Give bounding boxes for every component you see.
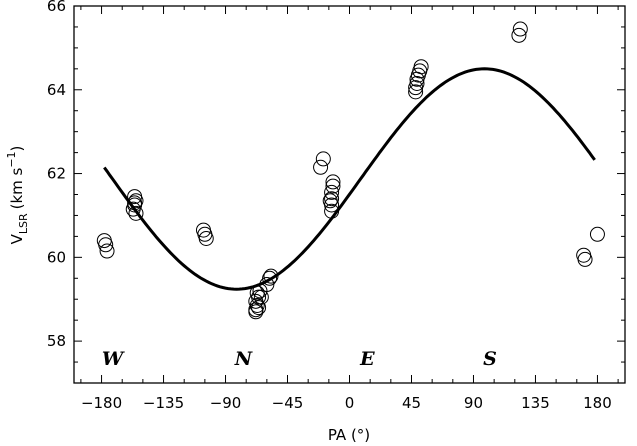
data-point <box>249 285 265 301</box>
x-tick-label: 90 <box>464 394 483 412</box>
y-tick-label: 62 <box>47 165 66 183</box>
data-point <box>412 63 428 79</box>
data-point <box>259 277 275 293</box>
y-axis-title: VLSR (km s−1) <box>5 146 30 245</box>
axis-ticks <box>74 5 625 384</box>
x-tick-label: 180 <box>583 394 612 412</box>
data-point <box>324 184 340 200</box>
y-axis-title-units: (km s <box>8 167 26 209</box>
data-point <box>511 27 527 43</box>
data-point <box>409 75 425 91</box>
data-point <box>322 193 338 209</box>
y-axis-title-exponent: −1 <box>5 151 18 167</box>
y-tick-label: 58 <box>47 332 66 350</box>
y-tick-label: 66 <box>47 0 66 15</box>
data-point <box>413 59 429 75</box>
data-point <box>96 233 112 249</box>
y-axis-title-subscript: LSR <box>17 213 30 234</box>
data-point <box>324 191 340 207</box>
x-tick-label: −180 <box>81 394 122 412</box>
data-point <box>589 226 605 242</box>
data-point <box>127 195 143 211</box>
data-point <box>324 197 340 213</box>
data-point <box>198 230 214 246</box>
data-point <box>512 21 528 37</box>
data-point <box>125 201 141 217</box>
x-tick-label: −45 <box>272 394 304 412</box>
x-tick-label: 45 <box>402 394 421 412</box>
data-point <box>253 289 269 305</box>
data-point <box>262 270 278 286</box>
x-tick-label: −135 <box>143 394 184 412</box>
data-point <box>325 174 341 190</box>
y-axis-title-close: ) <box>8 146 26 152</box>
data-point <box>315 151 331 167</box>
data-point <box>197 226 213 242</box>
data-point <box>576 247 592 263</box>
data-point <box>410 67 426 83</box>
data-point <box>263 268 279 284</box>
data-point <box>577 251 593 267</box>
data-point <box>248 304 264 320</box>
data-point <box>127 189 143 205</box>
y-axis-title-main: V <box>8 233 26 244</box>
y-tick-labels: 58 60 62 64 66 <box>47 0 66 350</box>
data-point <box>248 293 264 309</box>
data-point <box>195 222 211 238</box>
data-point <box>99 243 115 259</box>
y-tick-label: 60 <box>47 248 66 266</box>
direction-label: S <box>483 348 497 370</box>
x-tick-label: 0 <box>345 394 355 412</box>
data-point <box>324 203 340 219</box>
x-tick-label: −90 <box>210 394 242 412</box>
data-point <box>128 205 144 221</box>
data-point <box>98 237 114 253</box>
x-tick-label: 135 <box>521 394 550 412</box>
x-tick-labels: −180 −135 −90 −45 0 45 90 135 180 <box>81 394 612 412</box>
y-tick-label: 64 <box>47 81 66 99</box>
data-point <box>408 84 424 100</box>
direction-label: W <box>102 348 125 370</box>
data-points <box>96 21 605 320</box>
direction-label: E <box>359 348 375 370</box>
data-point <box>409 71 425 87</box>
data-point <box>313 159 329 175</box>
data-point <box>251 300 267 316</box>
direction-label: N <box>234 348 253 370</box>
model-curve <box>103 67 596 291</box>
data-point <box>325 178 341 194</box>
x-axis-title: PA (°) <box>328 426 370 444</box>
